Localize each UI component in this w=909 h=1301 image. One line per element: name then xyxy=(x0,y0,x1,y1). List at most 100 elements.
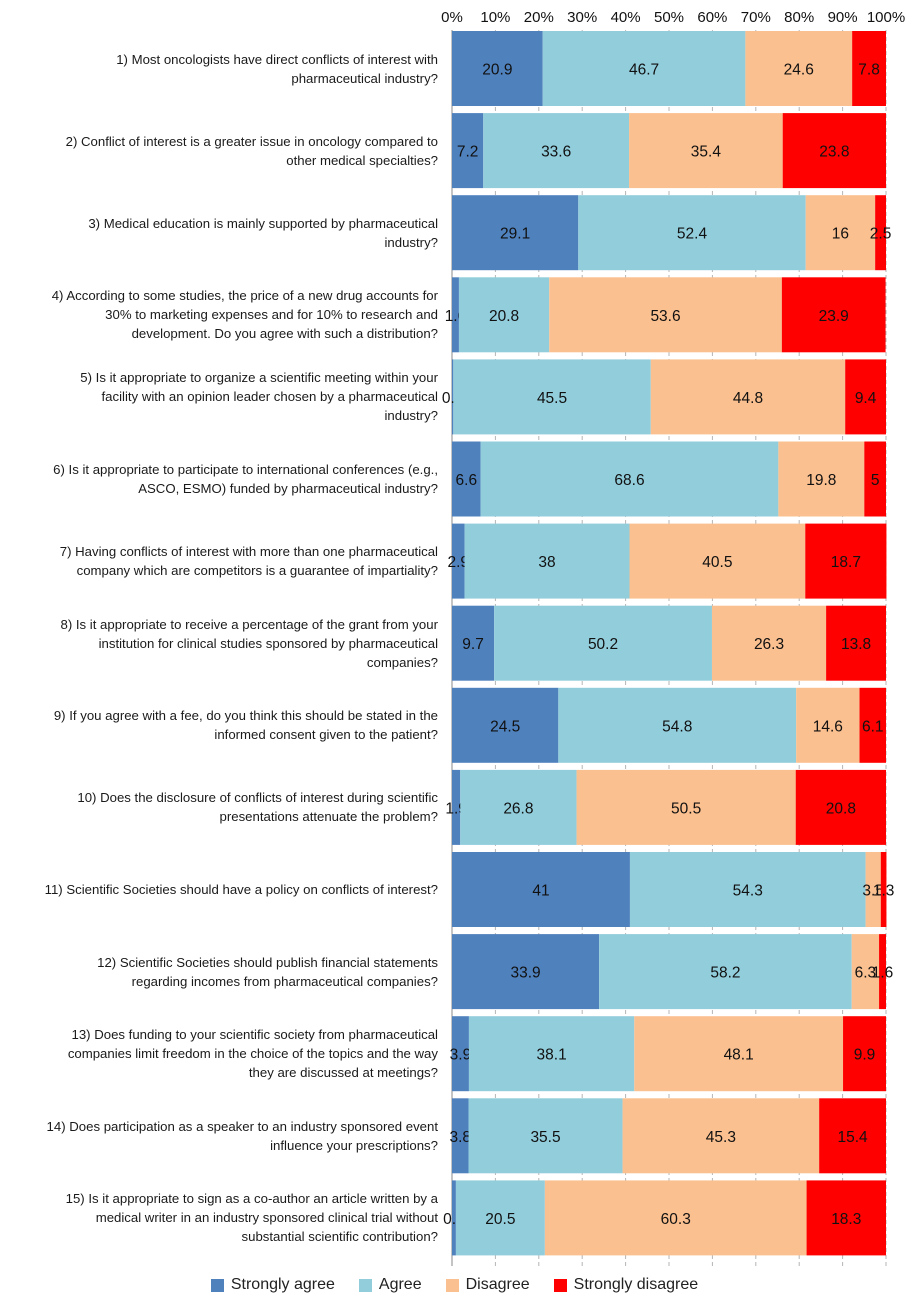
question-label-line: substantial scientific contribution? xyxy=(241,1229,438,1245)
bar-segment-strongly-disagree xyxy=(875,195,886,271)
data-label: 9.9 xyxy=(854,1047,876,1064)
data-label: 19.8 xyxy=(806,472,836,489)
data-label: 15.4 xyxy=(837,1129,868,1146)
data-label: 45.3 xyxy=(706,1129,736,1146)
legend-label-strongly-agree: Strongly agree xyxy=(230,1276,335,1293)
question-label-line: industry? xyxy=(384,408,438,424)
question-label: 2) Conflict of interest is a greater iss… xyxy=(6,132,438,170)
bar-segment-disagree xyxy=(745,31,853,106)
bar-segment-agree xyxy=(480,441,779,517)
question-label-line: they are discussed at meetings? xyxy=(248,1065,438,1081)
data-label: 9.4 xyxy=(855,390,877,407)
data-label: 6.1 xyxy=(862,718,884,735)
data-label: 60.3 xyxy=(661,1211,691,1228)
legend-swatch-agree xyxy=(358,1278,372,1292)
legend-label-agree: Agree xyxy=(378,1276,422,1293)
bar-segment-agree xyxy=(558,687,797,763)
legend-swatch-strongly-agree xyxy=(210,1278,224,1292)
question-label-line: 5) Is it appropriate to organize a scien… xyxy=(80,370,438,386)
question-label: 11) Scientific Societies should have a p… xyxy=(6,880,438,899)
bar-segment-agree xyxy=(453,359,651,435)
question-label-line: 30% to marketing expenses and for 10% to… xyxy=(105,307,438,323)
data-label: 54.8 xyxy=(662,718,692,735)
question-label-line: 8) Is it appropriate to receive a percen… xyxy=(60,616,438,632)
bar-segment-strongly-agree xyxy=(452,113,484,189)
legend-swatch-disagree xyxy=(445,1278,459,1292)
bar-segment-disagree xyxy=(629,113,783,189)
bar-segment-strongly-disagree xyxy=(879,934,886,1010)
data-label: 23.8 xyxy=(819,144,849,161)
legend-item-disagree: Disagree xyxy=(445,1276,530,1294)
question-label: 4) According to some studies, the price … xyxy=(6,286,438,343)
bar-segment-strongly-disagree xyxy=(852,31,886,106)
x-tick-label: 70% xyxy=(741,9,771,26)
x-tick-label: 60% xyxy=(697,9,727,26)
legend-item-strongly-agree: Strongly agree xyxy=(210,1276,335,1294)
question-label: 10) Does the disclosure of conflicts of … xyxy=(6,788,438,826)
question-label-line: ASCO, ESMO) funded by pharmaceutical ind… xyxy=(138,481,438,496)
question-label: 14) Does participation as a speaker to a… xyxy=(6,1117,438,1155)
legend-label-disagree: Disagree xyxy=(465,1276,530,1293)
question-label-line: 1) Most oncologists have direct conflict… xyxy=(116,51,438,67)
data-label: 52.4 xyxy=(677,226,708,243)
data-label: 7.2 xyxy=(457,144,479,161)
bar-segment-strongly-agree xyxy=(452,195,579,271)
bar-segment-strongly-disagree xyxy=(782,113,886,189)
data-label: 45.5 xyxy=(537,390,567,407)
data-label: 33.9 xyxy=(510,965,540,982)
data-label: 20.9 xyxy=(482,62,512,79)
data-label: 35.5 xyxy=(530,1129,560,1146)
question-label: 8) Is it appropriate to receive a percen… xyxy=(6,615,438,672)
bar-segment-agree xyxy=(629,852,866,927)
data-label: 58.2 xyxy=(710,965,740,982)
data-label: 38.1 xyxy=(537,1047,567,1064)
question-label: 7) Having conflicts of interest with mor… xyxy=(6,542,438,580)
bar-segment-strongly-disagree xyxy=(805,523,887,599)
bar-segment-agree xyxy=(455,1180,545,1256)
x-tick-label: 10% xyxy=(480,9,510,26)
data-label: 26.3 xyxy=(754,636,784,653)
question-label-line: facility with an opinion leader chosen b… xyxy=(101,389,438,405)
bar-segment-strongly-agree xyxy=(452,31,543,106)
bar-segment-strongly-agree xyxy=(452,852,630,927)
bar-segment-agree xyxy=(468,1098,623,1174)
question-label-line: institution for clinical studies sponsor… xyxy=(98,635,438,651)
bar-segment-strongly-disagree xyxy=(819,1098,886,1174)
bar-segment-disagree xyxy=(544,1180,807,1256)
bar-segment-disagree xyxy=(711,605,827,681)
question-label-line: regarding incomes from pharmaceutical co… xyxy=(131,973,438,989)
bar-segment-agree xyxy=(460,769,577,845)
data-label: 6.6 xyxy=(456,472,478,489)
question-label-line: companies? xyxy=(366,654,438,670)
question-label-line: 13) Does funding to your scientific soci… xyxy=(71,1027,439,1043)
data-label: 46.7 xyxy=(629,62,659,79)
bar-segment-strongly-agree xyxy=(452,359,454,435)
data-label: 20.8 xyxy=(489,308,519,325)
bar-segment-strongly-disagree xyxy=(781,277,886,353)
bar-segment-agree xyxy=(464,523,630,599)
bar-segment-strongly-disagree xyxy=(859,687,886,763)
bar-segment-agree xyxy=(599,934,852,1010)
data-label: 14.6 xyxy=(813,718,843,735)
data-label: 54.3 xyxy=(733,883,763,900)
bar-segment-strongly-disagree xyxy=(864,441,886,517)
question-label-line: informed consent given to the patient? xyxy=(214,727,438,743)
bar-segment-disagree xyxy=(576,769,796,845)
question-label: 6) Is it appropriate to participate to i… xyxy=(6,460,438,498)
question-label: 15) Is it appropriate to sign as a co-au… xyxy=(6,1189,438,1246)
data-label: 35.4 xyxy=(691,144,722,161)
bar-segment-strongly-disagree xyxy=(843,1016,886,1092)
question-label-line: industry? xyxy=(384,234,438,250)
question-label-line: pharmaceutical industry? xyxy=(291,70,438,86)
bar-segment-disagree xyxy=(805,195,876,271)
x-tick-label: 100% xyxy=(867,9,905,26)
bar-segment-agree xyxy=(483,113,630,189)
bar-segment-strongly-agree xyxy=(452,1016,469,1092)
question-label-line: 10) Does the disclosure of conflicts of … xyxy=(77,790,438,806)
x-tick-label: 0% xyxy=(441,9,463,26)
bar-segment-strongly-agree xyxy=(452,277,459,353)
bar-segment-agree xyxy=(542,31,746,106)
data-label: 1.6 xyxy=(872,965,894,982)
question-label-line: 9) If you agree with a fee, do you think… xyxy=(53,708,438,724)
data-label: 53.6 xyxy=(650,308,680,325)
